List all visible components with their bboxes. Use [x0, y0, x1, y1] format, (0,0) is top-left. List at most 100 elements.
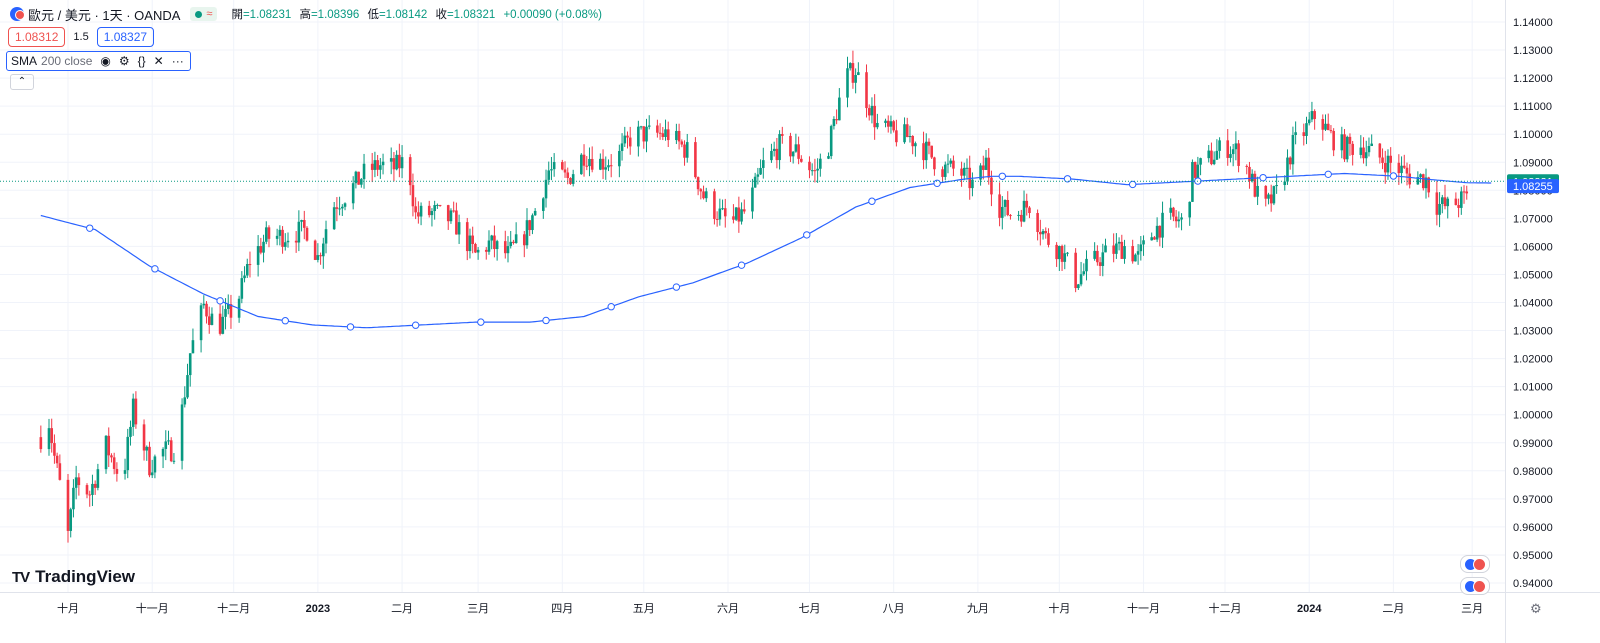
y-tick-label: 1.02000: [1513, 354, 1553, 366]
candle: [759, 159, 762, 175]
candle: [770, 143, 773, 163]
settings-icon[interactable]: ⚙: [118, 54, 130, 68]
candle: [164, 430, 168, 461]
candle: [1326, 113, 1330, 131]
price-axis[interactable]: 1.14000 1.13000 1.12000 1.11000 1.10000 1.090…: [1505, 0, 1553, 643]
candle: [1174, 209, 1178, 228]
candle: [1131, 239, 1134, 264]
candle: [1101, 243, 1105, 277]
sma-marker: [477, 318, 485, 326]
candle: [987, 148, 991, 185]
candle: [490, 234, 493, 250]
candle: [1288, 156, 1292, 170]
candle: [493, 225, 496, 258]
candle: [1210, 142, 1213, 166]
candle: [742, 199, 746, 214]
candle: [1275, 174, 1278, 194]
candle: [53, 434, 56, 464]
candle: [66, 473, 70, 543]
buy-price-button[interactable]: 1.08327: [96, 27, 155, 47]
ohlc-change: +0.00090 (+0.08%): [503, 9, 602, 21]
currency-flags-icon[interactable]: [1460, 577, 1490, 595]
candle: [305, 226, 309, 242]
sma-price-label: 1.08255: [1513, 181, 1553, 193]
y-tick-label: 1.04000: [1513, 298, 1553, 310]
currency-flags-icon[interactable]: [1460, 555, 1490, 573]
candle: [528, 219, 532, 236]
sma-marker: [998, 172, 1007, 180]
x-tick-label: 三月: [1461, 603, 1483, 615]
indicator-legend[interactable]: SMA 200 close ◉ ⚙ {} ✕ ···: [6, 51, 191, 71]
candle: [740, 202, 743, 225]
candle: [664, 119, 667, 141]
chart-settings-icon[interactable]: ⚙: [1530, 601, 1542, 616]
candle: [607, 159, 610, 172]
candle: [1427, 176, 1431, 198]
candle: [666, 121, 670, 148]
close-icon[interactable]: ✕: [153, 54, 164, 68]
candle: [474, 242, 477, 254]
ohlc-low-label: 低: [367, 9, 379, 21]
candle: [1020, 209, 1023, 227]
candle: [552, 153, 556, 177]
trade-bar: 1.08312 1.5 1.08327: [8, 27, 155, 47]
x-tick-label: 八月: [883, 603, 905, 615]
candle: [341, 204, 344, 217]
candle: [207, 306, 211, 334]
y-tick-label: 1.03000: [1513, 326, 1553, 338]
candle: [1237, 139, 1240, 173]
candle: [131, 393, 135, 436]
x-tick-label: 十月: [57, 601, 79, 615]
candle: [1047, 228, 1050, 248]
more-icon[interactable]: ···: [171, 54, 184, 68]
candle: [1115, 233, 1118, 259]
candlestick-series: [39, 50, 1469, 543]
candle: [713, 188, 716, 225]
candle: [723, 198, 727, 228]
time-axis[interactable]: 十月 十一月 十二月 2023 二月 三月 四月 五月 六月 七月 八月 九月 十月 十一月 十二月 2024…: [0, 592, 1600, 616]
ohlc-close-label: 收: [435, 9, 447, 21]
candle: [1351, 140, 1354, 166]
candle: [172, 453, 176, 465]
candle: [335, 197, 339, 222]
candle: [1250, 169, 1254, 183]
candle: [1343, 129, 1346, 162]
candle: [819, 153, 822, 177]
candle: [835, 109, 838, 125]
source-code-icon[interactable]: {}: [137, 54, 146, 68]
collapse-legend-button[interactable]: ⌃: [10, 74, 34, 90]
candle: [186, 363, 189, 399]
sell-price-button[interactable]: 1.08312: [8, 27, 66, 47]
candle: [922, 131, 925, 170]
candle: [889, 115, 893, 134]
candle: [430, 208, 434, 227]
x-tick-label: 十二月: [217, 601, 250, 615]
candle: [88, 490, 92, 507]
price-labels: 1.083211.08255: [0, 174, 1559, 194]
eye-icon[interactable]: ◉: [100, 54, 111, 68]
candle: [438, 204, 442, 207]
candle: [1096, 245, 1099, 266]
x-tick-label: 九月: [967, 602, 989, 615]
tradingview-logo[interactable]: TV TradingView: [12, 567, 135, 587]
candle: [813, 158, 817, 183]
candle: [1332, 128, 1335, 157]
candle: [732, 204, 735, 224]
candle: [373, 151, 377, 178]
candle: [465, 217, 469, 261]
candle: [370, 152, 374, 183]
candle: [1286, 149, 1289, 185]
candle: [601, 149, 605, 180]
candle: [1345, 135, 1349, 163]
candle: [1231, 143, 1235, 167]
candle: [794, 133, 798, 153]
candle: [962, 162, 966, 181]
candle: [142, 419, 146, 461]
sma-marker: [672, 283, 681, 291]
market-status-badge[interactable]: ≈: [190, 7, 218, 21]
candle: [800, 155, 803, 163]
symbol-title[interactable]: 歐元 / 美元 · 1天 · OANDA: [28, 7, 181, 23]
candle: [522, 230, 526, 258]
candle: [808, 156, 811, 179]
